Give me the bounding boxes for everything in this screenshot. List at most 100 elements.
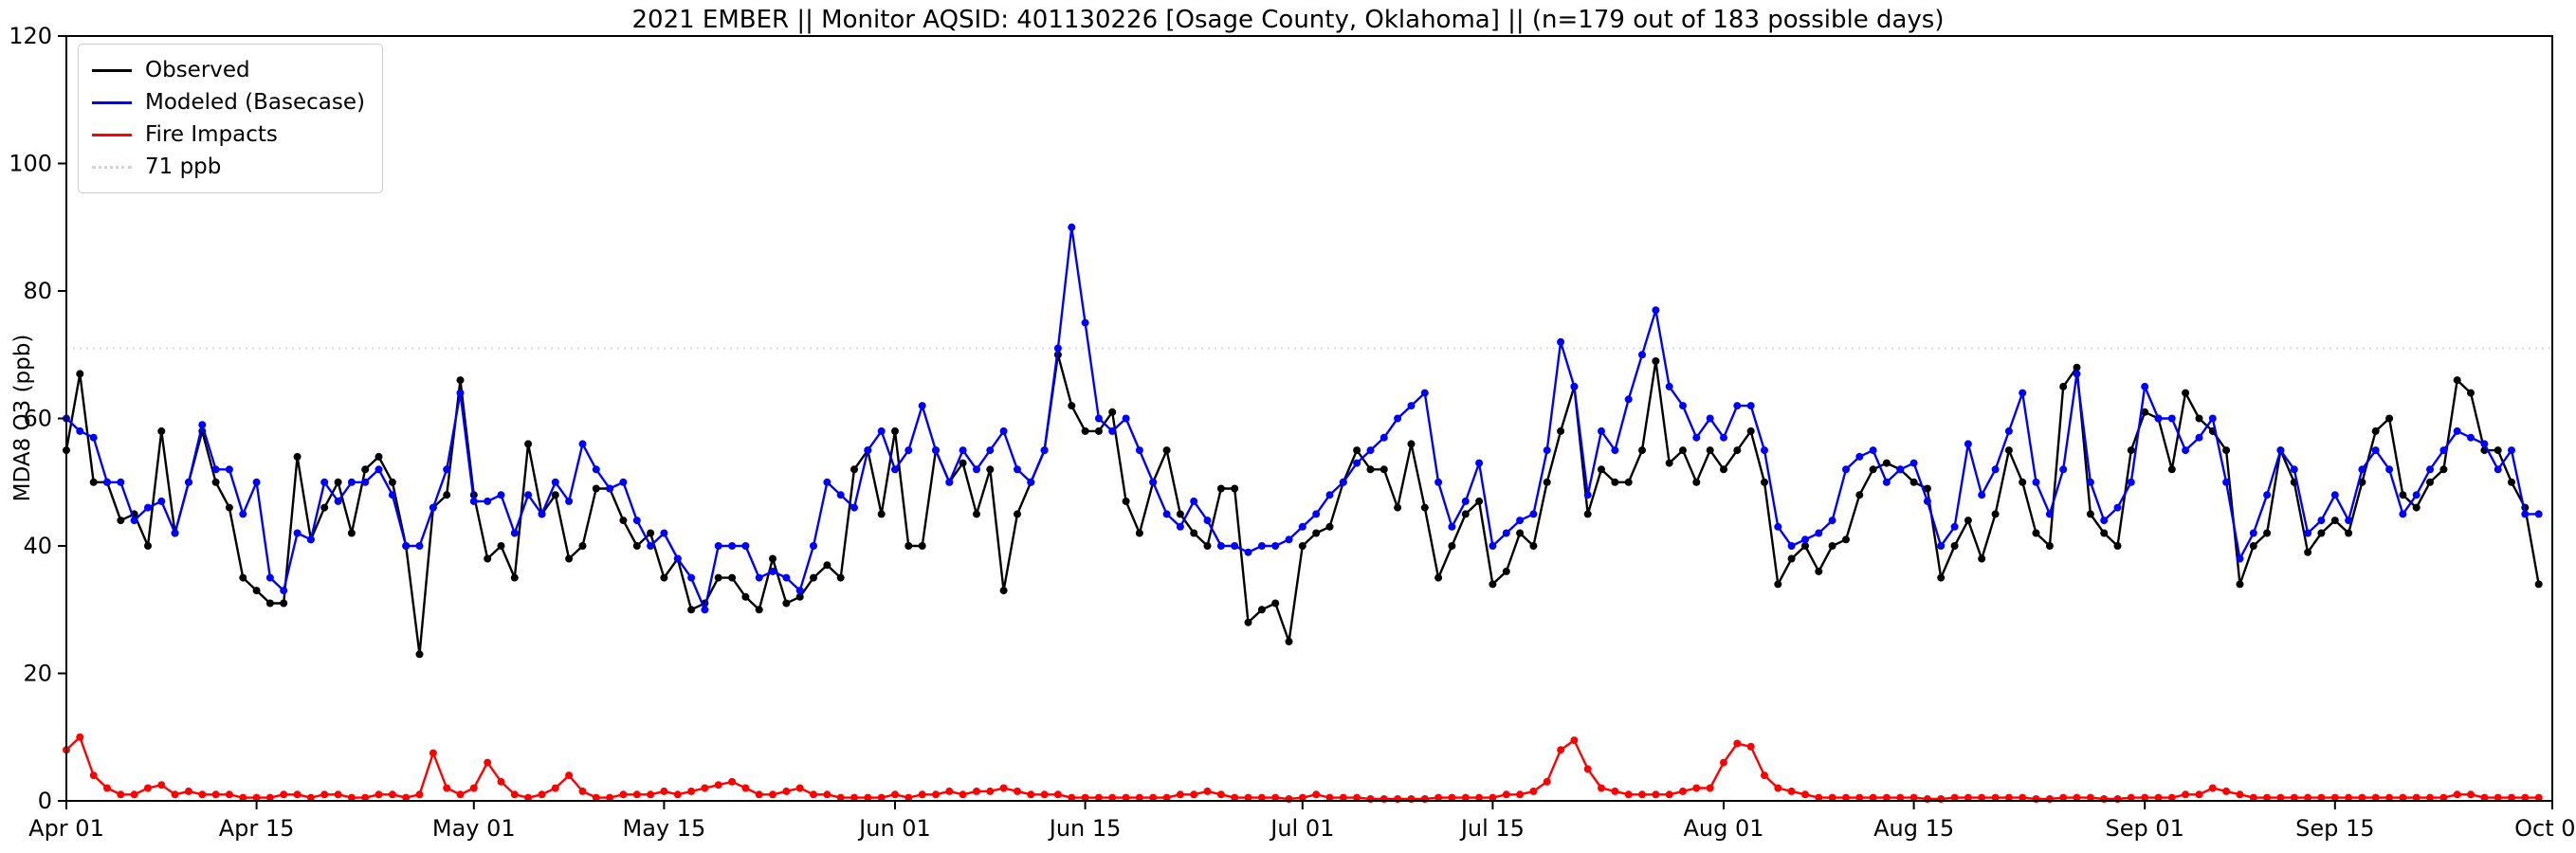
data-point-marker	[293, 452, 301, 461]
data-point-marker	[2127, 446, 2135, 455]
data-point-marker	[1978, 554, 1986, 563]
data-point-marker	[2439, 465, 2448, 474]
data-point-marker	[2127, 793, 2135, 802]
data-point-marker	[443, 784, 451, 792]
data-point-marker	[1652, 306, 1660, 315]
x-tick-label: Jul 15	[1459, 815, 1525, 842]
data-point-marker	[1502, 529, 1510, 537]
data-point-marker	[1094, 793, 1103, 802]
data-point-marker	[1014, 465, 1021, 474]
data-point-marker	[484, 554, 492, 563]
data-point-marker	[1733, 446, 1742, 455]
data-point-marker	[144, 503, 152, 512]
data-point-marker	[2086, 793, 2094, 802]
x-tick-label: May 01	[432, 815, 516, 842]
data-point-marker	[1516, 529, 1525, 537]
data-point-marker	[1298, 793, 1306, 802]
data-point-marker	[687, 787, 696, 795]
data-point-marker	[932, 446, 940, 455]
data-point-marker	[1257, 542, 1266, 550]
data-point-marker	[239, 573, 247, 582]
data-point-marker	[375, 465, 383, 474]
data-point-marker	[388, 790, 396, 799]
data-point-marker	[1557, 746, 1565, 754]
data-point-marker	[171, 790, 179, 799]
data-point-marker	[1502, 790, 1510, 799]
data-point-marker	[320, 790, 329, 799]
legend-label-observed: Observed	[145, 58, 250, 82]
data-point-marker	[2195, 790, 2203, 799]
data-point-marker	[2358, 465, 2366, 474]
data-point-marker	[469, 497, 478, 505]
data-point-marker	[904, 446, 913, 455]
observed-line-swatch	[92, 68, 132, 72]
data-point-marker	[265, 793, 274, 802]
data-point-marker	[2059, 793, 2068, 802]
data-point-marker	[1231, 542, 1239, 550]
data-point-marker	[592, 465, 600, 474]
data-point-marker	[1692, 478, 1701, 486]
data-point-marker	[1325, 491, 1334, 499]
data-point-marker	[1325, 522, 1334, 531]
data-point-marker	[1665, 459, 1673, 467]
data-point-marker	[2345, 529, 2353, 537]
data-point-marker	[1774, 522, 1782, 531]
data-point-marker	[2290, 793, 2298, 802]
data-point-marker	[2249, 793, 2257, 802]
data-point-marker	[1489, 580, 1497, 589]
data-point-marker	[619, 517, 628, 525]
data-point-marker	[1434, 573, 1443, 582]
data-point-marker	[1516, 517, 1525, 525]
data-point-marker	[2330, 491, 2339, 499]
data-point-marker	[959, 459, 967, 467]
data-point-marker	[551, 491, 559, 499]
data-point-marker	[185, 787, 192, 795]
data-point-marker	[1271, 599, 1280, 608]
data-point-marker	[1801, 790, 1809, 799]
data-point-marker	[484, 497, 492, 505]
x-tick-label: Apr 01	[28, 815, 104, 842]
data-point-marker	[1475, 497, 1484, 505]
data-point-marker	[959, 446, 967, 455]
data-point-marker	[1733, 402, 1742, 410]
data-point-marker	[456, 376, 465, 385]
data-point-marker	[2317, 529, 2326, 537]
data-point-marker	[2453, 790, 2461, 799]
data-point-marker	[1461, 510, 1470, 518]
data-point-marker	[144, 784, 152, 792]
data-point-marker	[2290, 465, 2298, 474]
data-point-marker	[198, 790, 207, 799]
data-point-marker	[1665, 382, 1673, 390]
data-point-marker	[1583, 491, 1592, 499]
data-point-marker	[2073, 370, 2081, 378]
data-point-marker	[2045, 542, 2054, 550]
data-point-marker	[714, 573, 722, 582]
data-point-marker	[1706, 414, 1714, 423]
x-tick-label: Oct 01	[2514, 815, 2576, 842]
data-point-marker	[280, 790, 288, 799]
data-point-marker	[2453, 376, 2461, 385]
data-point-marker	[714, 542, 722, 550]
data-point-marker	[2100, 529, 2109, 537]
data-point-marker	[565, 771, 574, 780]
data-point-marker	[2032, 478, 2040, 486]
data-point-marker	[2086, 478, 2094, 486]
data-point-marker	[1761, 771, 1768, 780]
data-point-marker	[728, 542, 737, 550]
data-point-marker	[999, 784, 1008, 792]
data-point-marker	[1231, 484, 1239, 493]
data-point-marker	[2195, 414, 2203, 423]
chart-title: 2021 EMBER || Monitor AQSID: 401130226 […	[631, 6, 1945, 34]
data-point-marker	[687, 573, 696, 582]
data-point-marker	[2167, 414, 2176, 423]
data-point-marker	[2412, 503, 2421, 512]
data-point-marker	[1190, 529, 1198, 537]
data-point-marker	[1312, 529, 1321, 537]
data-point-marker	[2412, 793, 2421, 802]
data-point-marker	[1964, 440, 1972, 448]
data-point-marker	[2304, 548, 2312, 556]
data-point-marker	[2073, 793, 2081, 802]
data-point-marker	[891, 465, 899, 474]
x-tick-label: Jun 01	[857, 815, 931, 842]
